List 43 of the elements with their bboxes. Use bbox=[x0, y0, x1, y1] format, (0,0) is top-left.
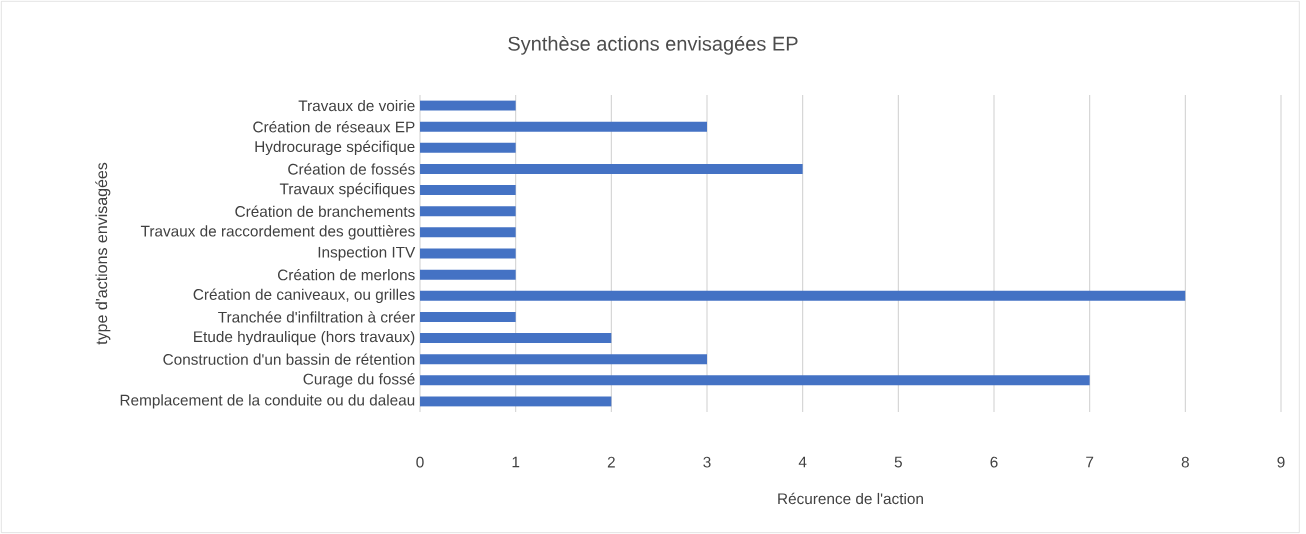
y-tick-label: Création de caniveaux, ou grilles bbox=[193, 288, 415, 303]
y-tick-label: Tranchée d'infiltration à créer bbox=[218, 311, 415, 323]
bar bbox=[420, 185, 516, 196]
y-axis-title: type d'actions envisagées bbox=[95, 162, 111, 345]
bar bbox=[420, 290, 1186, 301]
bar bbox=[420, 269, 516, 280]
bar bbox=[420, 121, 708, 132]
y-tick-label: Curage du fossé bbox=[303, 373, 415, 388]
bar bbox=[420, 163, 803, 174]
bar bbox=[420, 396, 612, 407]
y-tick-label: Construction d'un bassin de rétention bbox=[163, 353, 415, 365]
y-tick-label: Création de branchements bbox=[235, 205, 415, 217]
y-tick-label: Travaux de voirie bbox=[298, 99, 415, 112]
y-tick-label: Travaux de raccordement des gouttières bbox=[140, 225, 415, 240]
x-tick-label: 9 bbox=[1277, 456, 1285, 468]
y-tick-label: Création de fossés bbox=[288, 163, 415, 175]
x-tick-label: 2 bbox=[607, 456, 615, 468]
x-tick-label: 1 bbox=[512, 456, 520, 468]
bar bbox=[420, 354, 708, 365]
x-tick-label: 0 bbox=[416, 456, 424, 468]
y-tick-label: Hydrocurage spécifique bbox=[255, 140, 415, 156]
x-tick-label: 4 bbox=[798, 456, 807, 468]
y-tick-label: Inspection ITV bbox=[318, 246, 416, 261]
bar bbox=[420, 227, 516, 238]
y-tick-label: Création de merlons bbox=[278, 268, 415, 281]
y-tick-label: Travaux spécifiques bbox=[279, 182, 415, 198]
bar bbox=[420, 248, 516, 259]
x-tick-label: 8 bbox=[1181, 456, 1189, 468]
y-tick-label: Etude hydraulique (hors travaux) bbox=[194, 330, 415, 346]
y-tick-label: Remplacement de la conduite ou du daleau bbox=[120, 394, 415, 409]
bar bbox=[420, 311, 516, 322]
x-tick-label: 7 bbox=[1086, 456, 1094, 468]
bar bbox=[420, 333, 612, 344]
x-tick-label: 6 bbox=[990, 456, 998, 468]
x-axis-title: Récurence de l'action bbox=[778, 492, 923, 505]
bar bbox=[420, 142, 516, 153]
x-tick-label: 3 bbox=[703, 456, 711, 468]
x-tick-label: 5 bbox=[894, 456, 902, 468]
bar bbox=[420, 375, 1090, 386]
chart-title: Synthèse actions envisagées EP bbox=[508, 35, 798, 55]
bar bbox=[420, 100, 516, 111]
y-tick-label: Création de réseaux EP bbox=[253, 120, 415, 133]
bar bbox=[420, 206, 516, 217]
